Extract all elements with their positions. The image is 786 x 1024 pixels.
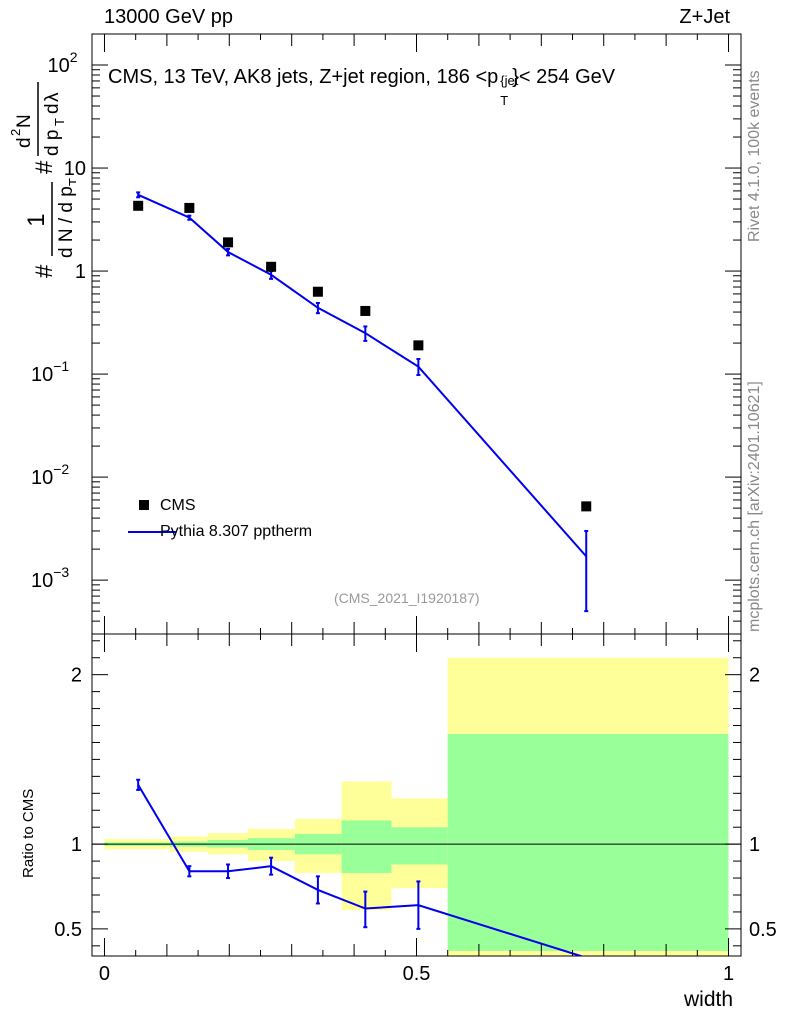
mc-line [137,193,587,558]
x-tick-label: 0.5 [403,963,431,985]
ratio-mc-line [137,784,585,956]
cms-data-point [266,261,277,272]
rivet-label: Rivet 4.1.0, 100k events [746,70,763,242]
y-tick-label: 10 [64,158,86,180]
chart-title-tail: }< 254 GeV [512,66,616,88]
cms-data-point [312,286,323,297]
cms-data-point [360,305,371,316]
analysis-watermark: (CMS_2021_I1920187) [334,590,480,606]
ratio-y-tick-label: 1 [71,834,82,856]
chart-title-sub: T [500,93,509,108]
uncertainty-band-inner-7 [447,733,729,951]
x-tick-label: 1 [723,963,734,985]
y-tick-label: 1 [75,261,86,283]
chart-title-sup: {jet [500,73,519,88]
legend-data-label: CMS [160,497,196,514]
svg-text:#: # [31,264,58,278]
legend-data-marker [139,500,149,510]
ratio-y-label: Ratio to CMS [20,788,37,878]
svg-text:d: d [42,103,63,114]
ratio-y-tick-label-right: 1 [749,834,760,856]
y-tick-label: 10−1 [31,358,69,386]
cms-data-point [184,202,195,213]
svg-text:d: d [14,137,35,148]
ratio-y-tick-label-right: 0.5 [749,919,777,941]
legend-mc-label: Pythia 8.307 pptherm [160,523,313,540]
svg-text:2: 2 [8,129,23,136]
mcplots-label: mcplots.cern.ch [arXiv:2401.10621] [746,381,763,632]
x-tick-label: 0 [99,963,110,985]
cms-data-point [223,237,234,248]
svg-text:λ: λ [42,92,63,102]
svg-text:d N / d p: d N / d p [56,186,76,258]
uncertainty-band-inner-6 [391,827,448,865]
ratio-y-tick-label-right: 2 [749,665,760,687]
main-plot-frame [91,33,742,635]
ratio-y-tick-label: 2 [71,665,82,687]
svg-text:#: # [31,160,58,174]
y-axis-label: # 1 d N / d p T # d 2 N d p T d λ [8,82,76,278]
y-tick-label: 10−3 [31,564,69,592]
cms-data-point [133,200,144,211]
y-tick-label: 102 [48,49,78,77]
ratio-y-tick-label: 0.5 [54,919,82,941]
svg-text:N: N [14,114,35,128]
chart-title: CMS, 13 TeV, AK8 jets, Z+jet region, 186… [108,66,616,108]
x-axis-label: width [684,988,734,1011]
uncertainty-band-inner-5 [341,820,392,873]
svg-text:1: 1 [23,213,50,226]
cms-data-point [581,501,592,512]
chart-title-main: CMS, 13 TeV, AK8 jets, Z+jet region, 186… [108,66,499,88]
svg-text:d p: d p [42,130,63,156]
svg-text:T: T [66,178,76,186]
header-left: 13000 GeV pp [104,6,233,28]
svg-text:T: T [52,118,67,126]
y-tick-label: 10−2 [31,461,69,489]
cms-data-point [413,340,424,351]
header-right: Z+Jet [679,6,730,28]
